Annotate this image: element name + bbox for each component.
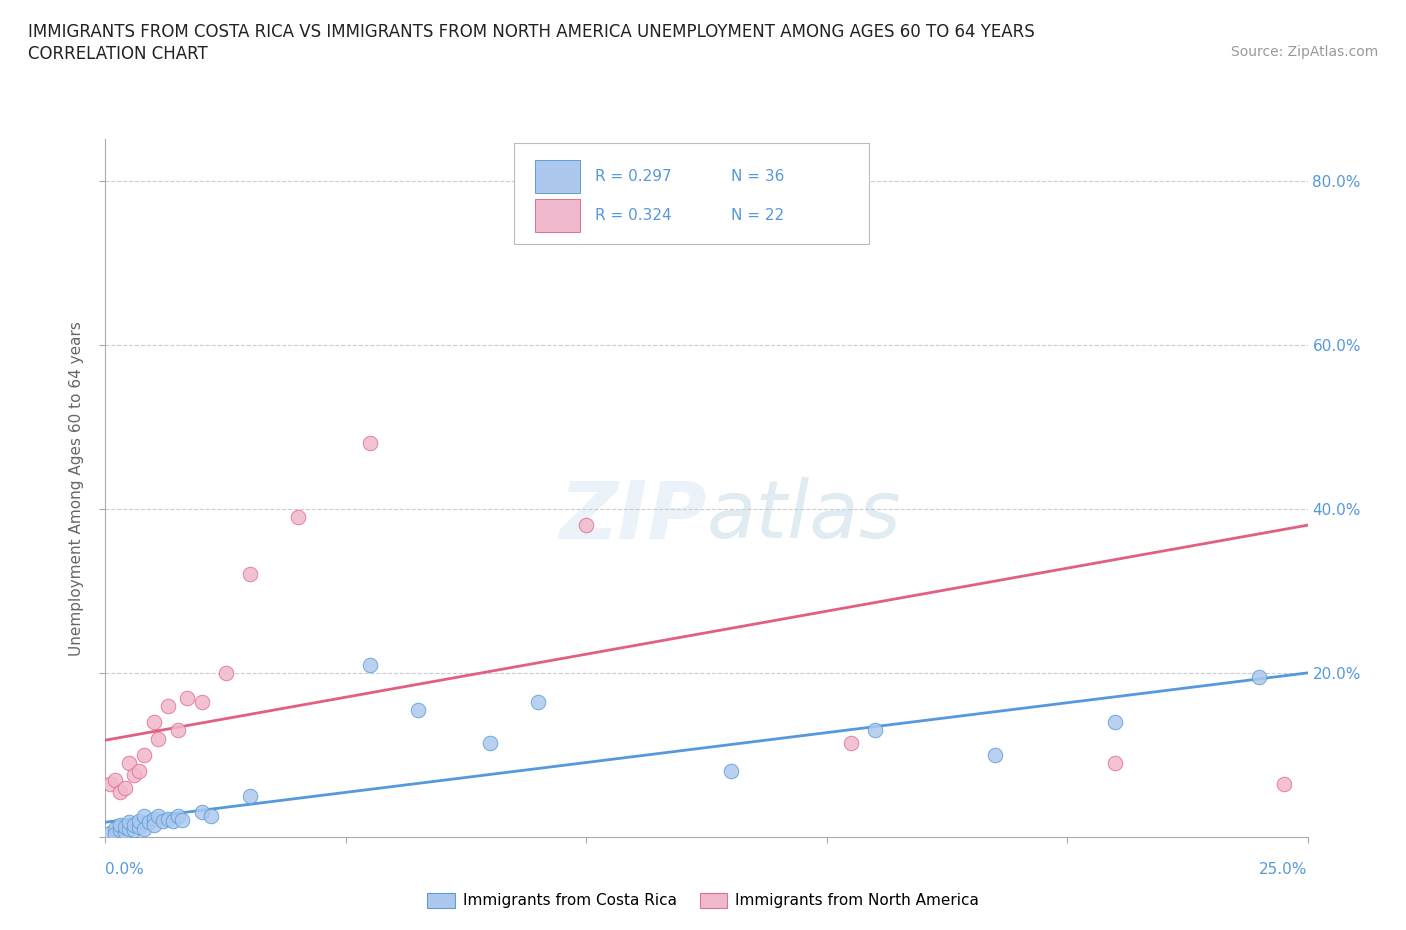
Point [104, 821, 127, 836]
Point [108, 784, 131, 799]
Point [176, 690, 198, 705]
Point [142, 817, 165, 832]
FancyBboxPatch shape [534, 160, 581, 193]
Text: CORRELATION CHART: CORRELATION CHART [28, 45, 208, 62]
Point [359, 658, 381, 672]
Point [984, 748, 1007, 763]
Point [839, 736, 862, 751]
Text: N = 36: N = 36 [731, 169, 785, 184]
Text: ZIP: ZIP [560, 477, 707, 555]
Point [1249, 670, 1271, 684]
Point [166, 809, 188, 824]
Point [114, 819, 136, 834]
Point [104, 772, 127, 787]
Point [287, 510, 309, 525]
Text: Source: ZipAtlas.com: Source: ZipAtlas.com [1230, 45, 1378, 59]
Point [124, 768, 146, 783]
Point [138, 815, 160, 830]
Legend: Immigrants from Costa Rica, Immigrants from North America: Immigrants from Costa Rica, Immigrants f… [423, 888, 983, 913]
Text: R = 0.297: R = 0.297 [595, 169, 671, 184]
FancyBboxPatch shape [515, 143, 869, 245]
Point [406, 702, 429, 717]
Point [108, 817, 131, 832]
Point [190, 805, 212, 820]
Point [720, 764, 742, 778]
Point [1272, 777, 1295, 791]
Point [162, 813, 184, 828]
Point [148, 809, 170, 824]
Point [132, 748, 155, 763]
Point [190, 694, 212, 709]
Point [156, 698, 179, 713]
Y-axis label: Unemployment Among Ages 60 to 64 years: Unemployment Among Ages 60 to 64 years [69, 321, 84, 656]
Text: 25.0%: 25.0% [1260, 862, 1308, 877]
Text: atlas: atlas [707, 477, 901, 555]
Point [118, 815, 141, 830]
Point [128, 813, 150, 828]
Point [239, 789, 262, 804]
Point [863, 723, 886, 737]
Point [108, 823, 131, 838]
Point [479, 736, 502, 751]
Point [527, 694, 550, 709]
Point [142, 714, 165, 729]
Point [132, 821, 155, 836]
Point [132, 809, 155, 824]
Point [118, 756, 141, 771]
Point [200, 809, 222, 824]
Point [98, 826, 121, 841]
Text: IMMIGRANTS FROM COSTA RICA VS IMMIGRANTS FROM NORTH AMERICA UNEMPLOYMENT AMONG A: IMMIGRANTS FROM COSTA RICA VS IMMIGRANTS… [28, 23, 1035, 41]
Point [1104, 756, 1126, 771]
Point [104, 826, 127, 841]
Point [142, 812, 165, 827]
Point [114, 825, 136, 840]
Point [124, 823, 146, 838]
FancyBboxPatch shape [534, 199, 581, 232]
Point [128, 819, 150, 834]
Point [98, 777, 121, 791]
Text: R = 0.324: R = 0.324 [595, 208, 671, 223]
Point [166, 723, 188, 737]
Text: 0.0%: 0.0% [105, 862, 145, 877]
Point [214, 666, 236, 681]
Point [114, 780, 136, 795]
Point [1104, 714, 1126, 729]
Point [148, 731, 170, 746]
Point [575, 518, 598, 533]
Point [359, 435, 381, 450]
Point [239, 567, 262, 582]
Point [172, 812, 194, 827]
Point [152, 813, 174, 828]
Point [118, 821, 141, 836]
Text: N = 22: N = 22 [731, 208, 783, 223]
Point [156, 812, 179, 827]
Point [124, 817, 146, 832]
Point [128, 764, 150, 778]
